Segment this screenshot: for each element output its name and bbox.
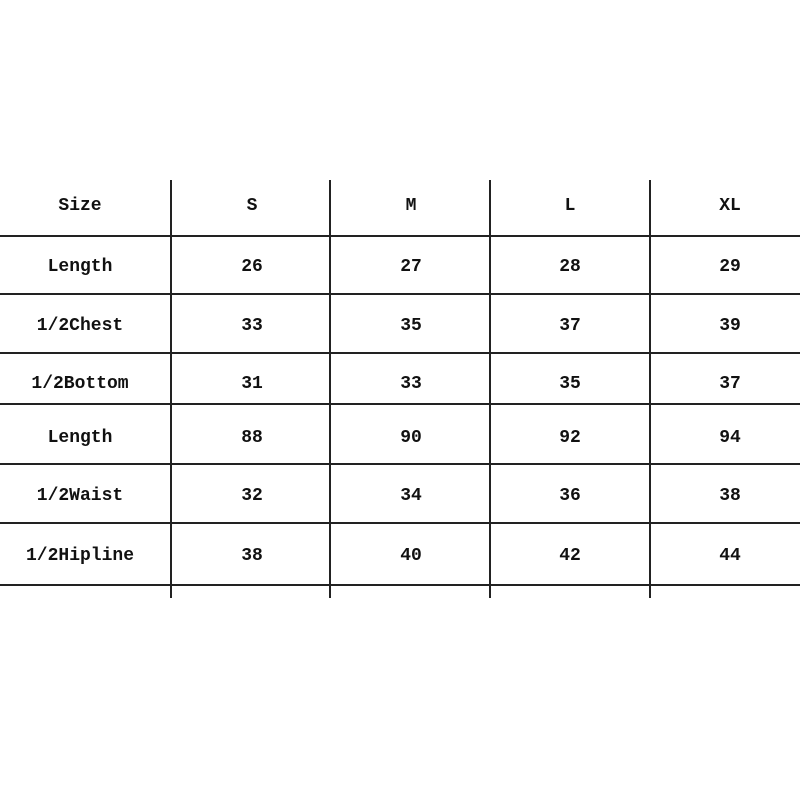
row-label: Length <box>47 428 113 448</box>
header-cell: M <box>405 196 417 216</box>
table-cell: 38 <box>719 486 741 506</box>
column-divider <box>329 180 331 598</box>
table-cell: 34 <box>400 486 422 506</box>
table-cell: 39 <box>719 316 741 336</box>
table-cell: 36 <box>559 486 581 506</box>
header-cell: XL <box>719 196 741 216</box>
table-cell: 90 <box>400 428 422 448</box>
row-divider <box>0 463 800 465</box>
table-cell: 88 <box>241 428 263 448</box>
row-divider <box>0 293 800 295</box>
column-divider <box>649 180 651 598</box>
table-cell: 35 <box>400 316 422 336</box>
header-cell: Size <box>58 196 102 216</box>
table-cell: 33 <box>400 374 422 394</box>
table-cell: 33 <box>241 316 263 336</box>
row-divider <box>0 235 800 237</box>
row-label: 1/2Chest <box>36 316 124 336</box>
column-divider <box>170 180 172 598</box>
table-cell: 94 <box>719 428 741 448</box>
table-cell: 35 <box>559 374 581 394</box>
table-cell: 31 <box>241 374 263 394</box>
row-label: 1/2Hipline <box>25 546 135 566</box>
table-cell: 32 <box>241 486 263 506</box>
table-cell: 26 <box>241 257 263 277</box>
row-divider <box>0 403 800 405</box>
row-divider <box>0 352 800 354</box>
table-cell: 37 <box>719 374 741 394</box>
table-cell: 28 <box>559 257 581 277</box>
table-cell: 42 <box>559 546 581 566</box>
row-divider <box>0 584 800 586</box>
table-cell: 37 <box>559 316 581 336</box>
table-cell: 40 <box>400 546 422 566</box>
header-cell: L <box>564 196 576 216</box>
row-label: 1/2Bottom <box>31 374 129 394</box>
table-cell: 27 <box>400 257 422 277</box>
header-cell: S <box>246 196 258 216</box>
table-cell: 29 <box>719 257 741 277</box>
column-divider <box>489 180 491 598</box>
row-divider <box>0 522 800 524</box>
table-cell: 38 <box>241 546 263 566</box>
row-label: 1/2Waist <box>36 486 124 506</box>
row-label: Length <box>47 257 113 277</box>
table-cell: 92 <box>559 428 581 448</box>
table-cell: 44 <box>719 546 741 566</box>
